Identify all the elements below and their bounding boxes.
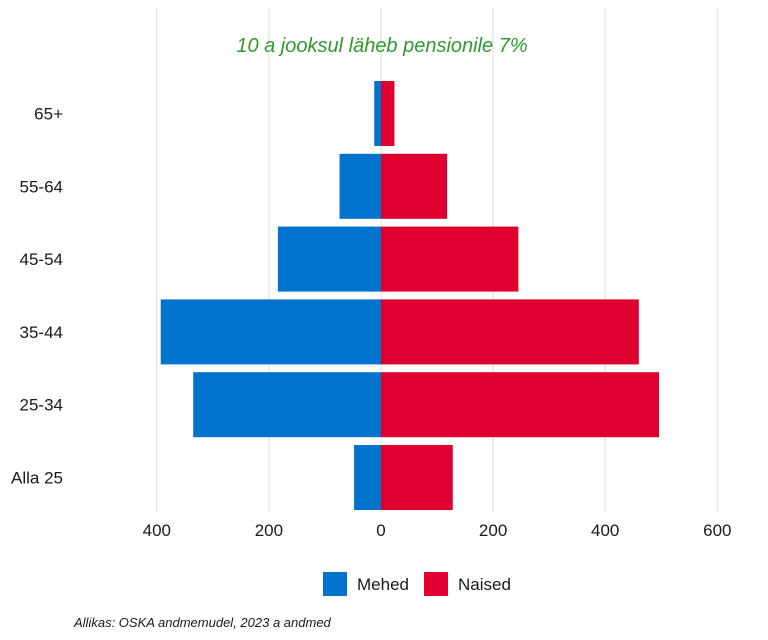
category-label: 55-64 [20,177,63,196]
category-label: 45-54 [20,250,63,269]
bars [160,81,660,510]
legend-label-mehed: Mehed [357,575,409,594]
category-label: 25-34 [20,396,63,415]
category-label: 35-44 [20,323,63,342]
category-labels: Alla 25 25-34 35-44 45-54 55-64 65+ [11,105,63,488]
bar-mehed-25-34 [193,372,381,438]
x-tick-label: 600 [703,521,731,540]
bar-naised-55-64 [381,153,448,219]
x-tick-label: 0 [376,521,385,540]
x-tick-label: 400 [143,521,171,540]
category-label: 65+ [34,105,63,124]
chart-annotation: 10 a jooksul läheb pensionile 7% [236,35,527,57]
bar-mehed-alla-25 [354,445,381,510]
bar-mehed-35-44 [160,299,381,365]
bar-mehed-65- [374,81,381,146]
x-tick-label: 200 [255,521,283,540]
legend: Mehed Naised [323,572,511,596]
bar-naised-25-34 [381,372,660,438]
bar-naised-alla-25 [381,445,453,510]
bar-mehed-55-64 [339,153,381,219]
bar-naised-35-44 [381,299,639,365]
legend-label-naised: Naised [458,575,511,594]
source-note: Allikas: OSKA andmemudel, 2023 a andmed [74,615,331,630]
bar-naised-65- [381,81,395,146]
legend-swatch-mehed [323,572,347,596]
bar-mehed-45-54 [277,226,381,292]
x-tick-label: 400 [591,521,619,540]
legend-swatch-naised [424,572,448,596]
bar-naised-45-54 [381,226,519,292]
x-tick-label: 200 [479,521,507,540]
x-axis-ticks: 400 200 0 200 400 600 [143,521,732,540]
category-label: Alla 25 [11,469,63,488]
